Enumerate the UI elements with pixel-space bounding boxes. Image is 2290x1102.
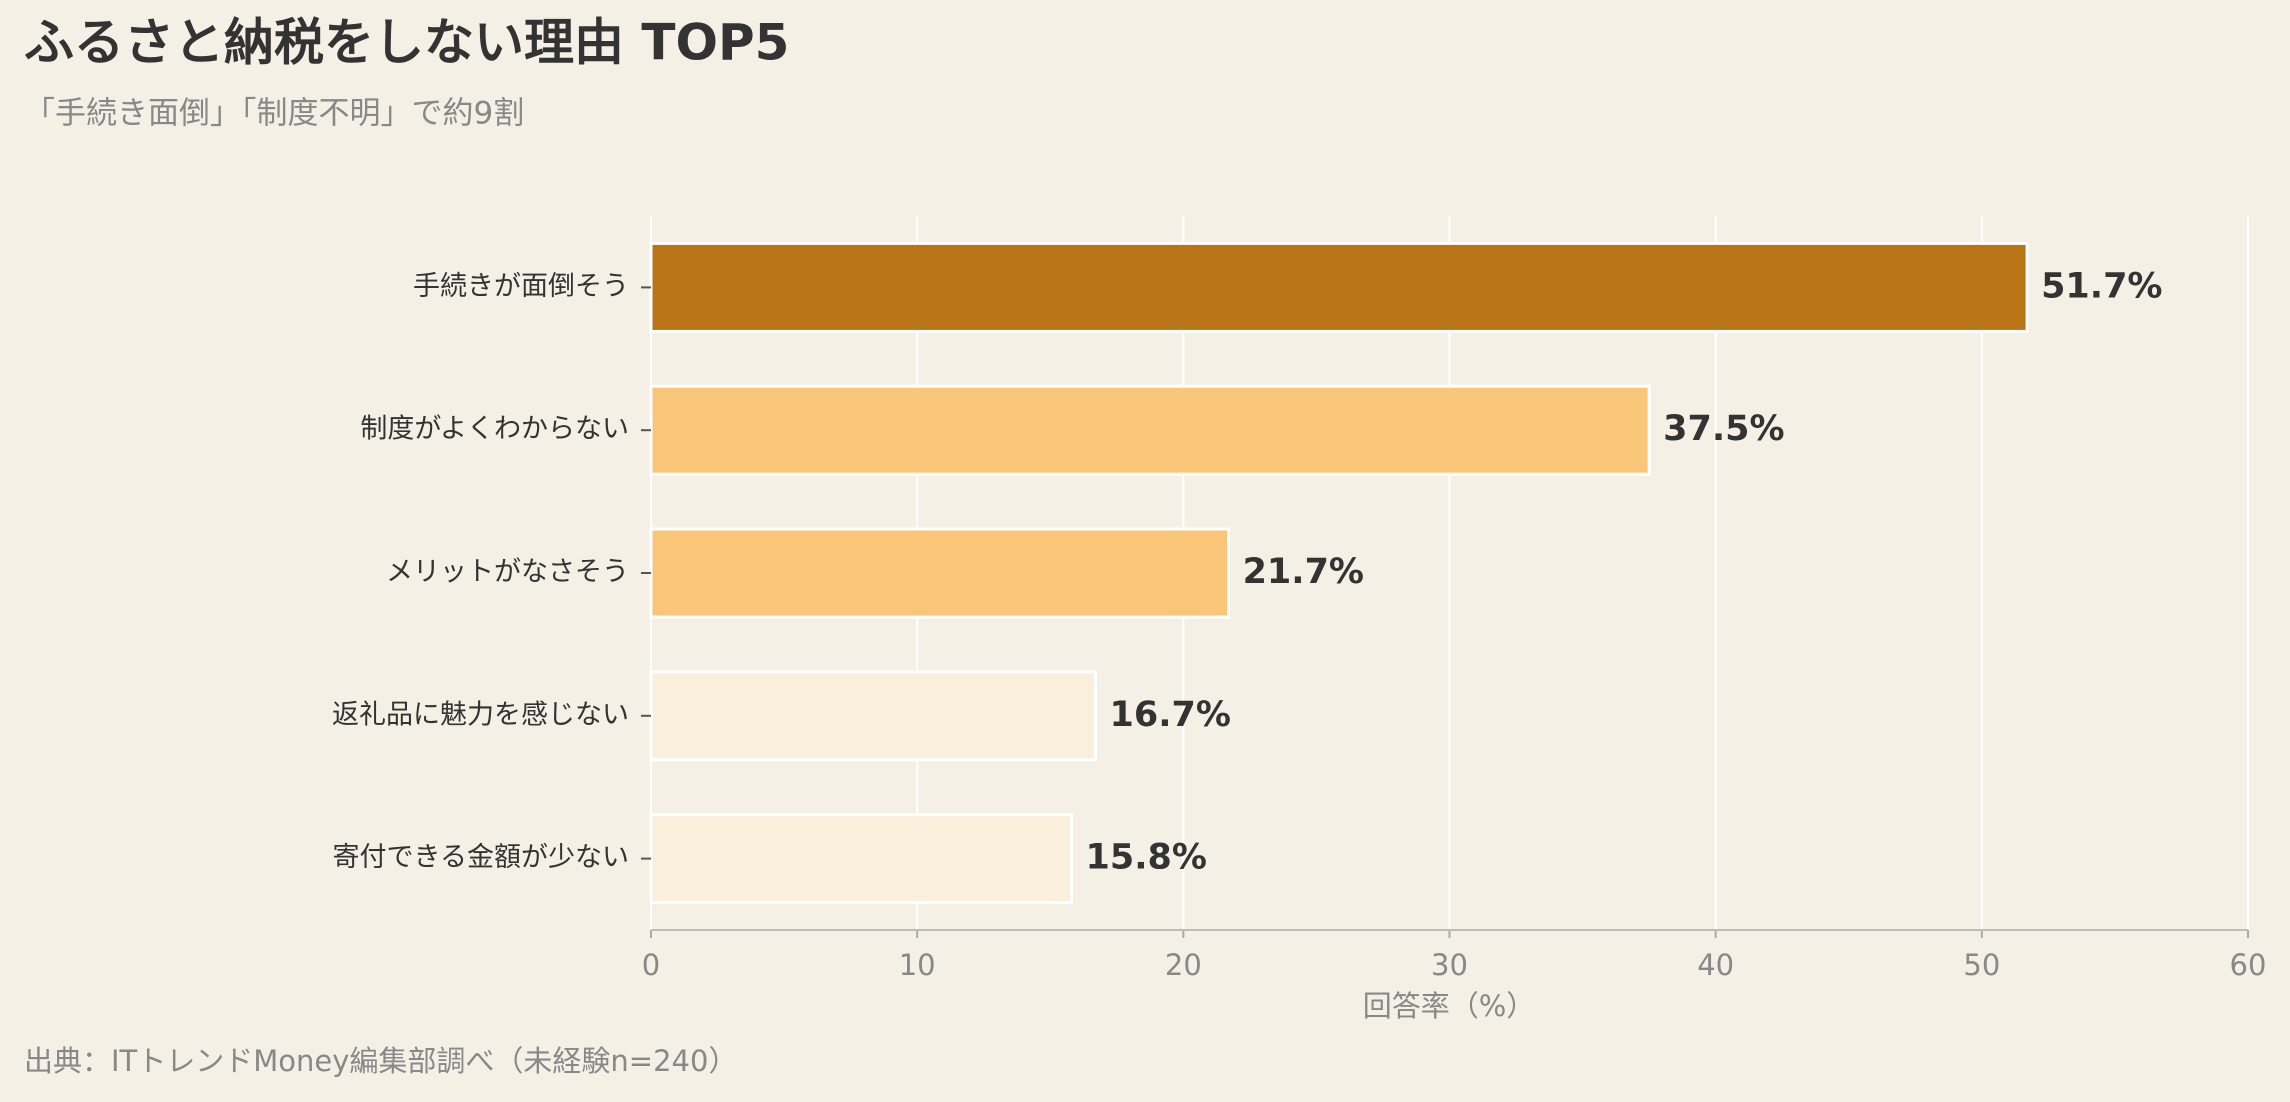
chart-title: ふるさと納税をしない理由 TOP5	[24, 14, 789, 72]
bar	[649, 527, 1231, 619]
value-label: 21.7%	[1243, 552, 1364, 592]
x-tick-label: 0	[642, 948, 660, 982]
bar	[649, 241, 2029, 333]
value-label: 15.8%	[1086, 838, 1207, 878]
x-tick-label: 60	[2230, 948, 2267, 982]
x-axis-label: 回答率（%）	[1363, 989, 1536, 1023]
y-tick-label: 制度がよくわからない	[360, 414, 629, 445]
bar	[649, 670, 1097, 762]
value-label: 16.7%	[1109, 695, 1230, 735]
y-tick-label: メリットがなさそう	[386, 557, 629, 588]
x-tick-label: 30	[1431, 948, 1468, 982]
x-tick-label: 40	[1697, 948, 1734, 982]
source-note: 出典：ITトレンドMoney編集部調べ（未経験n=240）	[24, 1044, 737, 1078]
bar	[649, 813, 1074, 905]
chart-subtitle: 「手続き面倒」「制度不明」で約9割	[24, 96, 524, 132]
value-label: 51.7%	[2041, 266, 2162, 306]
value-label: 37.5%	[1663, 409, 1784, 449]
y-tick-label: 寄付できる金額が少ない	[333, 842, 629, 873]
x-tick-label: 10	[899, 948, 936, 982]
x-tick-label: 20	[1165, 948, 1202, 982]
x-tick-label: 50	[1963, 948, 2000, 982]
y-tick-label: 返礼品に魅力を感じない	[332, 699, 629, 730]
bar	[649, 384, 1651, 476]
y-tick-label: 手続きが面倒そう	[413, 271, 629, 302]
